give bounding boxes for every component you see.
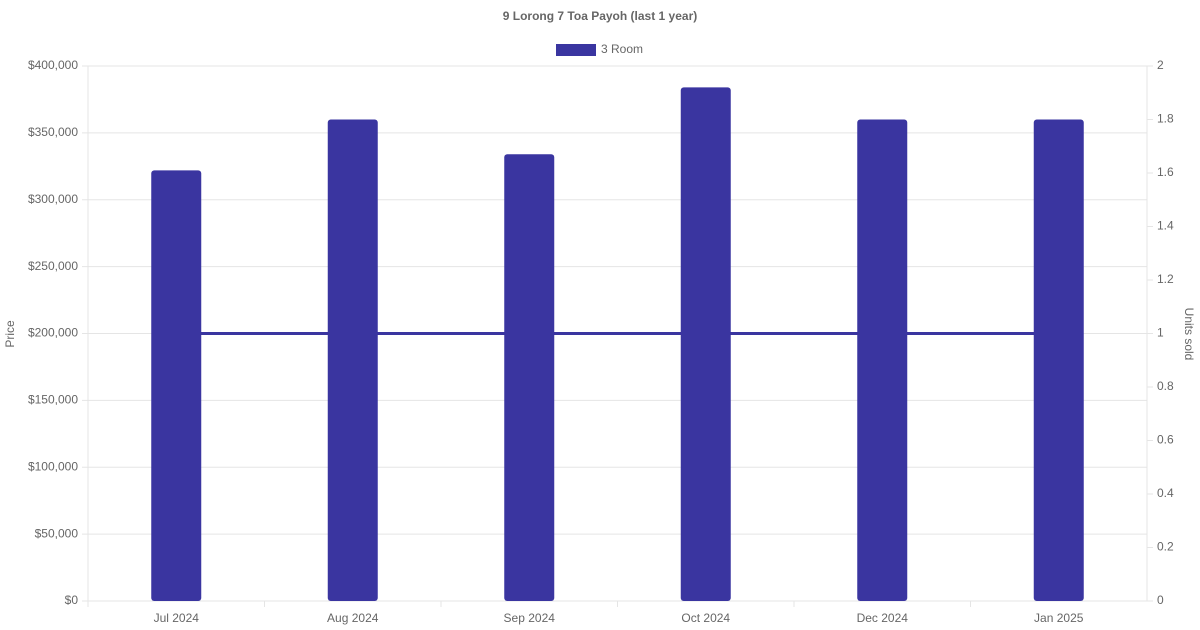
y2-tick-label: 0.8: [1157, 379, 1174, 393]
bar: [504, 154, 555, 601]
x-tick-label: Sep 2024: [504, 611, 556, 625]
y-tick-label: $250,000: [28, 259, 78, 273]
y-tick-label: $400,000: [28, 58, 78, 72]
y-tick-label: $300,000: [28, 192, 78, 206]
y2-tick-label: 0.2: [1157, 540, 1174, 554]
y-tick-label: $200,000: [28, 326, 78, 340]
bar: [327, 119, 378, 601]
grid: [82, 65, 1153, 607]
y2-tick-label: 1.2: [1157, 272, 1174, 286]
y-tick-label: $100,000: [28, 459, 78, 473]
y2-tick-label: 1.8: [1157, 112, 1174, 126]
bar: [857, 119, 908, 601]
bar: [680, 87, 731, 601]
y2-tick-label: 0.6: [1157, 433, 1174, 447]
y-tick-label: $0: [65, 593, 79, 607]
y-axis-title: Price: [3, 320, 17, 348]
y2-tick-label: 1.6: [1157, 165, 1174, 179]
bar: [151, 170, 202, 601]
x-tick-label: Oct 2024: [681, 611, 730, 625]
y-tick-label: $150,000: [28, 393, 78, 407]
bar: [1033, 119, 1084, 601]
legend-swatch: [556, 44, 596, 56]
y2-tick-label: 1.4: [1157, 219, 1174, 233]
y-tick-label: $350,000: [28, 125, 78, 139]
y2-tick-label: 2: [1157, 58, 1164, 72]
y2-tick-label: 0: [1157, 593, 1164, 607]
chart-title: 9 Lorong 7 Toa Payoh (last 1 year): [503, 9, 698, 23]
y2-tick-label: 1: [1157, 326, 1164, 340]
y-tick-label: $50,000: [35, 526, 79, 540]
legend-label: 3 Room: [601, 42, 643, 56]
x-tick-label: Jul 2024: [154, 611, 200, 625]
x-tick-label: Aug 2024: [327, 611, 379, 625]
x-tick-label: Dec 2024: [857, 611, 909, 625]
x-tick-label: Jan 2025: [1034, 611, 1084, 625]
y2-tick-label: 0.4: [1157, 486, 1174, 500]
y2-axis-title: Units sold: [1182, 308, 1196, 361]
